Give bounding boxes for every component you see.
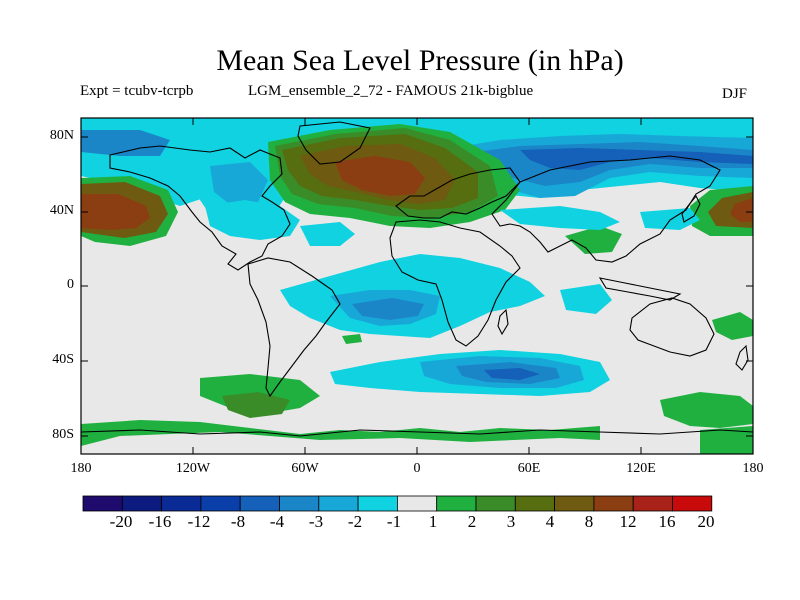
nw-blue — [81, 130, 170, 156]
africa-coast — [389, 219, 521, 347]
experiment-label: Expt = tcubv-tcrpb — [80, 83, 194, 99]
lat-label-80n: 80N — [49, 128, 74, 143]
s-pacific-darkgreen — [222, 392, 290, 418]
atlantic-cyan-mid — [300, 222, 355, 246]
tropical-midblue — [352, 298, 424, 320]
s-indian-green — [660, 392, 753, 428]
colorbar-swatch — [82, 495, 123, 512]
australia-coast — [629, 297, 715, 357]
antarctic-green-right — [700, 426, 753, 454]
colorbar-swatch — [161, 495, 202, 512]
new-zealand-coast — [735, 344, 749, 371]
ensemble-label: LGM_ensemble_2_72 - FAMOUS 21k-bigblue — [248, 83, 534, 99]
colorbar-swatch — [632, 495, 673, 512]
colorbar-label: 2 — [467, 512, 477, 531]
colorbar-swatch — [514, 495, 555, 512]
colorbar-label: 20 — [697, 512, 715, 531]
na-blue-core — [210, 162, 268, 206]
colorbar-swatch — [200, 495, 241, 512]
colorbar-label: 12 — [619, 512, 637, 531]
pacific-redbrown-right — [730, 198, 753, 222]
lat-label-80s: 80S — [52, 427, 74, 442]
antarctic-neutral-gap — [81, 432, 600, 454]
colorbar-swatch — [593, 495, 634, 512]
southern-blue — [484, 368, 540, 380]
colorbar-swatch — [279, 495, 320, 512]
colorbar-label: -3 — [308, 512, 324, 531]
lon-label-120e: 120E — [626, 461, 656, 476]
pacific-redbrown-left — [81, 194, 150, 230]
colorbar-label: 3 — [506, 512, 516, 531]
north-america-coast — [109, 145, 291, 271]
map-title: Mean Sea Level Pressure (in hPa) — [216, 44, 624, 77]
colorbar-swatch — [357, 495, 398, 512]
colorbar-label: -2 — [347, 512, 363, 531]
colorbar-label: 4 — [545, 512, 555, 531]
colorbar-label: 1 — [428, 512, 438, 531]
colorbar — [82, 495, 713, 512]
e-pacific-small-green — [712, 312, 753, 340]
season-label: DJF — [722, 86, 748, 102]
colorbar-swatch — [554, 495, 595, 512]
colorbar-swatch — [475, 495, 516, 512]
colorbar-swatch — [318, 495, 359, 512]
lon-label-180e: 180 — [742, 461, 764, 476]
colorbar-swatch — [239, 495, 280, 512]
colorbar-label: -8 — [230, 512, 246, 531]
lon-label-120w: 120W — [175, 461, 211, 476]
indian-cyan — [560, 284, 612, 314]
lon-label-180w: 180 — [70, 461, 92, 476]
n-pacific-cyan — [205, 200, 300, 240]
colorbar-label: -20 — [109, 512, 133, 531]
coastlines — [81, 121, 753, 437]
colorbar-label: -4 — [269, 512, 285, 531]
colorbar-swatch — [121, 495, 163, 512]
lat-label-40s: 40S — [52, 352, 74, 367]
lat-label-40n: 40N — [49, 203, 74, 218]
antarctica-coast — [81, 429, 753, 437]
lon-label-0: 0 — [413, 461, 421, 476]
lat-label-0: 0 — [67, 277, 74, 292]
south-america-coast — [247, 257, 341, 398]
axis-ticks — [81, 118, 753, 454]
n-atlantic-redbrown — [335, 156, 425, 196]
colorbar-label: 8 — [584, 512, 594, 531]
lon-label-60e: 60E — [517, 461, 541, 476]
colorbar-swatch — [396, 495, 438, 512]
colorbar-label: -16 — [148, 512, 172, 531]
japan-coast — [681, 194, 701, 223]
asia-coast — [491, 155, 721, 263]
greenland-coast — [297, 121, 371, 165]
east-asia-green — [565, 226, 622, 254]
pressure-field — [81, 118, 753, 454]
colorbar-label: -1 — [386, 512, 402, 531]
east-pacific-cyan — [640, 208, 700, 230]
madagascar-coast — [497, 308, 509, 336]
indonesia-coast — [598, 277, 682, 301]
s-atlantic-small-green — [342, 334, 362, 344]
colorbar-label: -12 — [187, 512, 211, 531]
colorbar-swatch — [436, 495, 477, 512]
colorbar-swatch — [672, 495, 713, 512]
lon-label-60w: 60W — [291, 461, 319, 476]
asia-cyan-mid — [500, 206, 620, 230]
colorbar-label: 16 — [658, 512, 676, 531]
europe-coast — [395, 167, 521, 219]
